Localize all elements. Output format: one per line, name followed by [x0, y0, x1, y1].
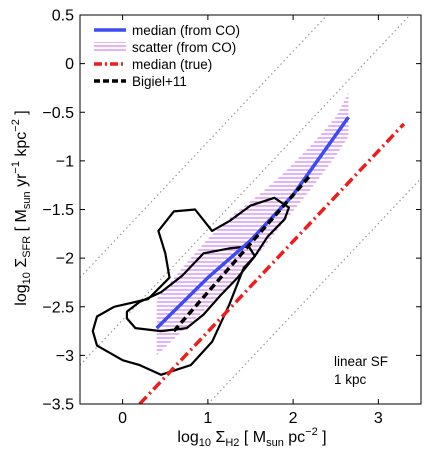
y-tick-label: −1.5: [42, 202, 74, 219]
x-label-close: ]: [318, 429, 327, 446]
y-tick-label: −0.5: [42, 105, 74, 122]
scatter-band-fill: [156, 92, 349, 356]
y-tick-label: 0: [65, 56, 74, 73]
plot-area: [80, 15, 421, 404]
x-label-sigma: Σ: [211, 429, 225, 446]
legend: median (from CO) scatter (from CO) median …: [94, 23, 240, 89]
x-label-sub: H2: [225, 437, 239, 449]
y-label-unit-sup1: −1: [10, 161, 22, 174]
x-axis-label: log10 ΣH2 [ Msun pc−2 ]: [177, 426, 326, 449]
y-label-close: ]: [13, 110, 30, 119]
y-label-open: [ M: [13, 209, 30, 236]
legend-median-co-label: median (from CO): [132, 23, 240, 38]
annotation-line-1: linear SF: [334, 354, 388, 369]
legend-scatter-co-label: scatter (from CO): [132, 40, 236, 55]
y-label-unit-sub: sun: [21, 191, 33, 209]
x-tick-label: 0: [118, 410, 127, 427]
y-label-unit-sup2: −2: [10, 119, 22, 132]
median-true-line: [138, 122, 406, 404]
y-tick-label: −3: [56, 348, 74, 365]
legend-median-true-label: median (true): [132, 57, 212, 72]
y-tick-label: −2.5: [42, 299, 74, 316]
x-label-unit-mid: pc: [284, 429, 305, 446]
y-label-log: log: [13, 284, 30, 305]
y-tick-label: −3.5: [42, 397, 74, 414]
y-label-sub: SFR: [21, 236, 33, 258]
y-label-unit-mid2: kpc: [13, 132, 30, 161]
x-label-unit-sup: −2: [305, 426, 318, 438]
reference-line-1: [80, 15, 328, 279]
contour-outer: [91, 196, 290, 376]
legend-scatter-co-swatch: [94, 42, 126, 52]
annotation-line-2: 1 kpc: [334, 372, 367, 387]
series-lines: [138, 116, 406, 404]
y-tick-label: −1: [56, 153, 74, 170]
y-label-unit-mid1: yr: [13, 173, 30, 191]
contour-inner: [125, 245, 256, 333]
x-label-log: log: [177, 429, 198, 446]
y-tick-label: 0.5: [52, 8, 74, 25]
bigiel-line: [172, 174, 312, 333]
median-co-line: [155, 116, 350, 330]
axis-ticks: 0 1 2 3 −3.5 −3 −2.5 −2 −1.5 −1 −0.5 0 0.5: [42, 8, 421, 427]
x-tick-label: 3: [374, 410, 383, 427]
x-label-unit-sub: sun: [266, 437, 284, 449]
y-tick-label: −2: [56, 251, 74, 268]
annotation: linear SF 1 kpc: [334, 354, 388, 387]
contours: [91, 196, 290, 376]
reference-line-2: [80, 15, 411, 366]
x-tick-label: 1: [203, 410, 212, 427]
reference-lines: [80, 15, 421, 404]
x-label-sub10: 10: [199, 437, 211, 449]
x-tick-label: 2: [289, 410, 298, 427]
y-label-sub10: 10: [21, 272, 33, 284]
y-axis-label: log10 ΣSFR [ Msun yr−1 kpc−2 ]: [10, 110, 33, 305]
scatter-band: [156, 92, 349, 356]
legend-bigiel-label: Bigiel+11: [132, 74, 187, 89]
y-label-sigma: Σ: [13, 258, 30, 272]
x-label-open: [ M: [239, 429, 266, 446]
